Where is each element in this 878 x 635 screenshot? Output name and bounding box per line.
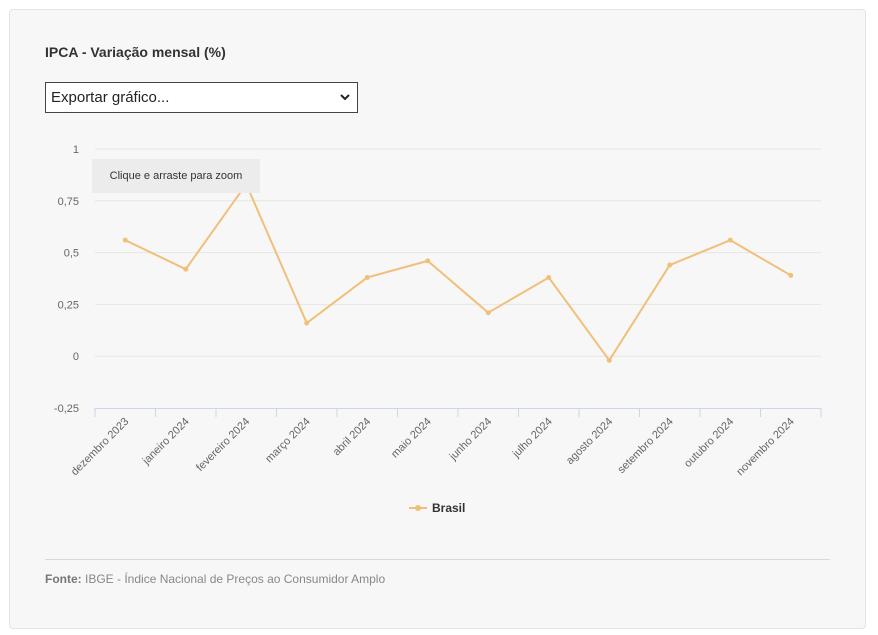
- x-tick-label: novembro 2024: [734, 416, 797, 479]
- x-tick-label: agosto 2024: [564, 416, 615, 467]
- x-tick-label: fevereiro 2024: [194, 416, 252, 474]
- data-point[interactable]: [364, 274, 370, 280]
- legend-label: Brasil: [432, 501, 466, 515]
- y-tick-label: 0,25: [58, 299, 79, 311]
- x-tick-label: dezembro 2023: [69, 416, 132, 479]
- export-chart-select[interactable]: Exportar gráfico...: [45, 82, 358, 113]
- source-label: Fonte:: [45, 572, 82, 586]
- source-text: IBGE - Índice Nacional de Preços ao Cons…: [85, 572, 386, 586]
- export-select-label: Exportar gráfico...: [51, 89, 170, 106]
- source-note: Fonte: IBGE - Índice Nacional de Preços …: [45, 572, 385, 586]
- data-point[interactable]: [546, 274, 552, 280]
- chevron-down-icon: [340, 94, 350, 101]
- y-tick-label: 0,75: [58, 196, 79, 208]
- chart-title: IPCA - Variação mensal (%): [45, 44, 226, 60]
- zoom-hint-tooltip: Clique e arraste para zoom: [92, 159, 260, 193]
- series-line-brasil: [124, 183, 792, 362]
- x-tick-label: abril 2024: [331, 416, 374, 459]
- legend-line-marker: [409, 505, 427, 511]
- data-point[interactable]: [667, 262, 673, 268]
- y-tick-label: 0,5: [64, 248, 79, 260]
- x-tick-label: janeiro 2024: [140, 416, 192, 468]
- data-point[interactable]: [788, 272, 794, 278]
- data-point[interactable]: [183, 266, 189, 272]
- x-tick-label: julho 2024: [510, 416, 555, 461]
- data-point[interactable]: [606, 357, 612, 363]
- footer-divider: [45, 559, 830, 560]
- data-point[interactable]: [304, 320, 310, 326]
- legend-item-brasil[interactable]: Brasil: [408, 501, 465, 515]
- y-tick-label: 1: [73, 144, 79, 156]
- data-point[interactable]: [727, 237, 733, 243]
- data-point[interactable]: [425, 258, 431, 264]
- x-tick-label: setembro 2024: [615, 416, 675, 476]
- y-tick-label: 0: [73, 351, 79, 363]
- data-point[interactable]: [122, 237, 128, 243]
- x-tick-label: março 2024: [263, 416, 313, 466]
- x-tick-label: outubro 2024: [682, 416, 736, 470]
- y-tick-label: -0,25: [54, 403, 79, 415]
- x-tick-label: maio 2024: [389, 416, 434, 461]
- data-point[interactable]: [485, 310, 491, 316]
- x-tick-label: junho 2024: [447, 416, 495, 464]
